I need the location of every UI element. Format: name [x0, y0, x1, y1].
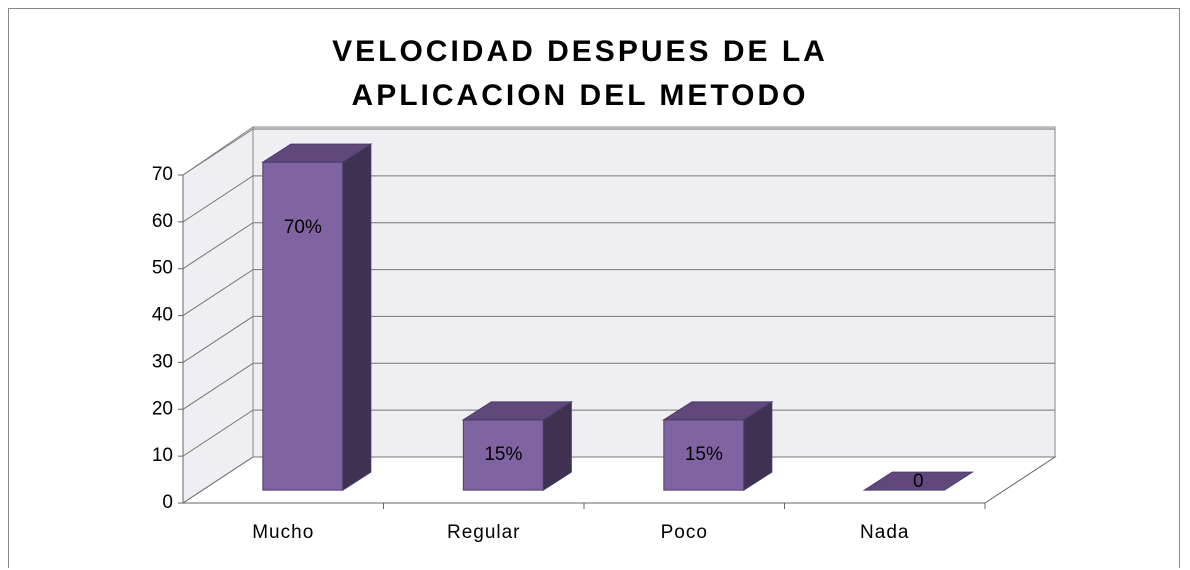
- grid-line: [182, 362, 1055, 410]
- grid-line: [182, 222, 1055, 270]
- data-label: 15%: [484, 444, 522, 465]
- grid-line: [182, 128, 1055, 176]
- grid-line: [182, 175, 1055, 223]
- chart-frame: [8, 8, 1180, 568]
- grid-line: [182, 409, 1055, 457]
- data-label: 15%: [685, 444, 723, 465]
- y-tick-label: 70: [152, 164, 173, 185]
- grid-line: [182, 456, 1055, 504]
- bar: [662, 400, 774, 492]
- side-wall: [182, 126, 254, 504]
- y-tick-label: 20: [152, 398, 173, 419]
- bar-front: [262, 161, 344, 491]
- bar-top: [662, 401, 774, 421]
- data-label: 0: [913, 471, 924, 492]
- bar: [461, 400, 574, 492]
- grid-line: [182, 315, 1055, 363]
- y-tick-label: 50: [152, 258, 173, 279]
- y-tick-label: 0: [162, 492, 173, 513]
- y-tick-label: 10: [152, 445, 173, 466]
- bar-top: [461, 401, 574, 421]
- bar: [261, 143, 373, 492]
- grid-line: [182, 269, 1055, 316]
- y-tick-label: 40: [152, 305, 173, 326]
- x-tick-label: Poco: [661, 522, 708, 543]
- bar-top: [261, 143, 373, 163]
- back-wall: [252, 126, 1056, 458]
- y-tick-label: 60: [152, 211, 173, 232]
- bar-top: [862, 471, 975, 491]
- chart-title: VELOCIDAD DESPUES DE LA APLICACION DEL M…: [332, 35, 828, 156]
- x-tick-label: Nada: [860, 522, 909, 543]
- x-tick-label: Regular: [447, 522, 521, 543]
- bar-side: [342, 143, 372, 492]
- y-tick-label: 30: [152, 351, 173, 372]
- bar: [862, 471, 975, 491]
- data-label: 70%: [284, 217, 322, 238]
- x-tick-label: Mucho: [252, 522, 314, 543]
